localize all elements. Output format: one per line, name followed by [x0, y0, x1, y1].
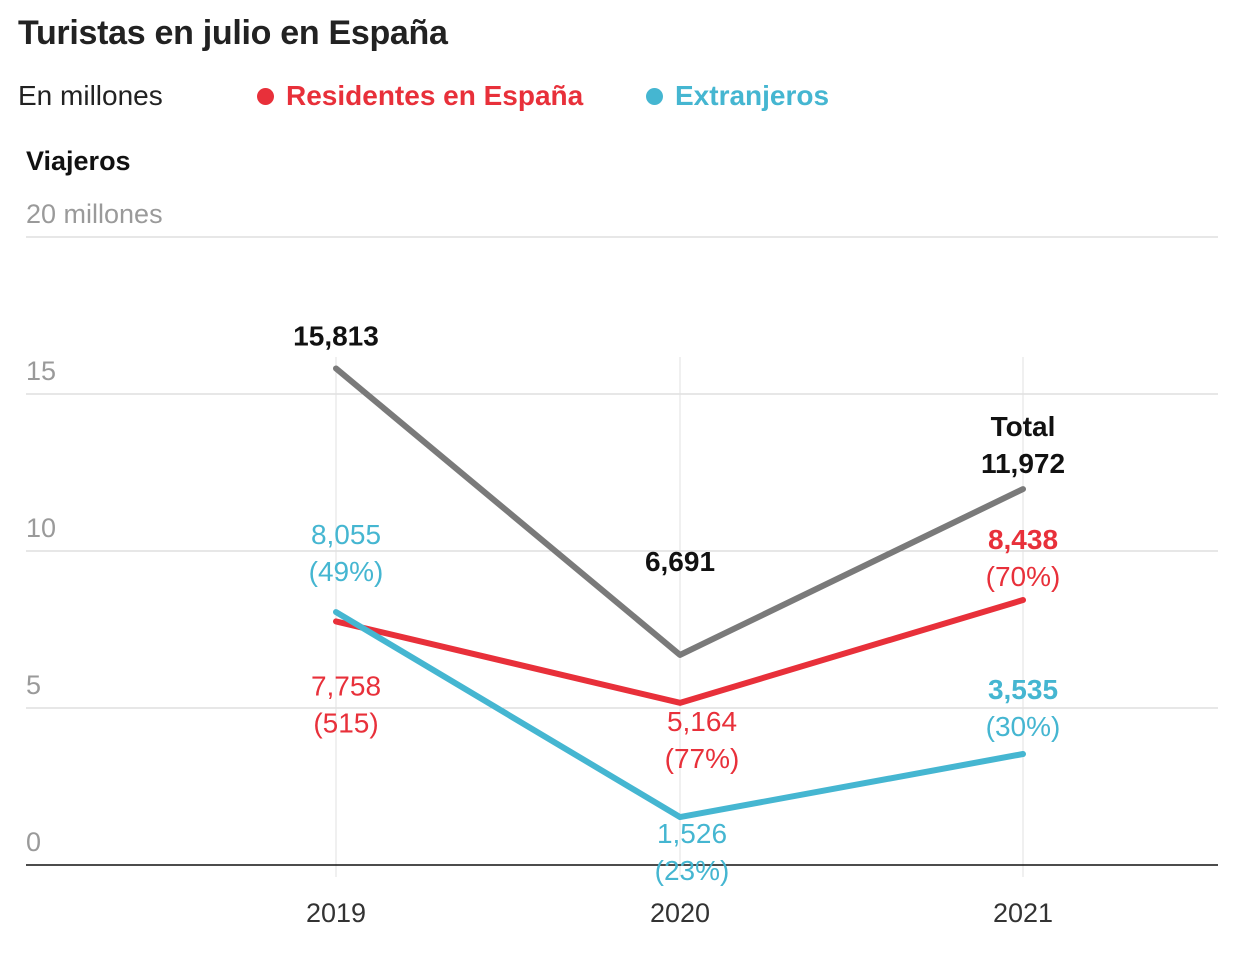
data-label-extranjeros: 8,055 [311, 519, 381, 550]
x-tick-label: 2021 [993, 898, 1053, 928]
y-tick-label: 0 [26, 827, 41, 857]
legend-dot-residentes-icon [257, 87, 274, 105]
data-label-residentes: (77%) [665, 743, 740, 774]
data-label-extranjeros: (49%) [309, 556, 384, 587]
data-label-extranjeros: (30%) [986, 711, 1061, 742]
legend-item-residentes: Residentes en España [257, 80, 583, 112]
legend-dot-extranjeros-icon [646, 87, 663, 105]
data-label-total: 6,691 [645, 546, 715, 577]
x-tick-label: 2019 [306, 898, 366, 928]
legend-label-extranjeros: Extranjeros [675, 80, 830, 111]
data-label-total: 11,972 [981, 448, 1065, 479]
data-label-residentes: (515) [313, 707, 378, 738]
y-tick-label: 10 [26, 513, 56, 543]
series-line-total [333, 365, 1026, 658]
data-label-residentes: (70%) [986, 561, 1061, 592]
data-label-residentes: 7,758 [311, 670, 381, 701]
legend-item-extranjeros: Extranjeros [646, 80, 829, 112]
y-tick-label: 15 [26, 356, 56, 386]
data-label-total: 15,813 [293, 320, 379, 351]
x-tick-label: 2020 [650, 898, 710, 928]
series-line-extranjeros [333, 609, 1026, 821]
data-label-residentes: 8,438 [988, 524, 1058, 555]
y-tick-label: 5 [26, 670, 41, 700]
y-axis-title: Viajeros [26, 146, 131, 176]
legend-label-residentes: Residentes en España [286, 80, 584, 111]
data-label-extranjeros: (23%) [655, 855, 730, 886]
chart-subtitle: En millones [18, 80, 163, 111]
y-tick-label: 20 millones [26, 199, 163, 229]
series-line-residentes [333, 597, 1026, 706]
chart-title: Turistas en julio en España [18, 14, 448, 52]
data-label-extranjeros: 1,526 [657, 818, 727, 849]
data-label-extranjeros: 3,535 [988, 674, 1058, 705]
data-label-total: Total [991, 411, 1056, 442]
data-label-residentes: 5,164 [667, 706, 737, 737]
